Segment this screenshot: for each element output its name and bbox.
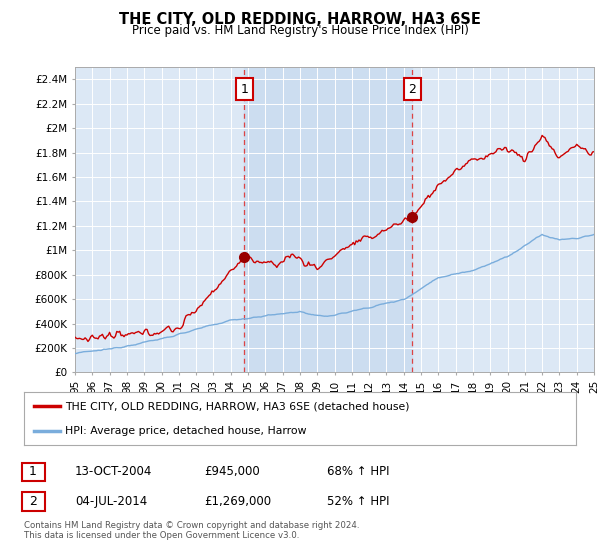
Text: Contains HM Land Registry data © Crown copyright and database right 2024.
This d: Contains HM Land Registry data © Crown c… — [24, 521, 359, 540]
Text: THE CITY, OLD REDDING, HARROW, HA3 6SE (detached house): THE CITY, OLD REDDING, HARROW, HA3 6SE (… — [65, 402, 410, 412]
Text: 52% ↑ HPI: 52% ↑ HPI — [327, 494, 389, 508]
Text: 13-OCT-2004: 13-OCT-2004 — [75, 465, 152, 478]
Text: 1: 1 — [29, 465, 37, 478]
Text: THE CITY, OLD REDDING, HARROW, HA3 6SE: THE CITY, OLD REDDING, HARROW, HA3 6SE — [119, 12, 481, 27]
Text: 1: 1 — [241, 83, 248, 96]
Text: 04-JUL-2014: 04-JUL-2014 — [75, 494, 147, 508]
Text: Price paid vs. HM Land Registry's House Price Index (HPI): Price paid vs. HM Land Registry's House … — [131, 24, 469, 36]
Text: £945,000: £945,000 — [204, 465, 260, 478]
Bar — [244, 67, 412, 372]
Text: £1,269,000: £1,269,000 — [204, 494, 271, 508]
Text: 68% ↑ HPI: 68% ↑ HPI — [327, 465, 389, 478]
Text: 2: 2 — [29, 494, 37, 508]
Text: HPI: Average price, detached house, Harrow: HPI: Average price, detached house, Harr… — [65, 426, 307, 436]
Text: 2: 2 — [409, 83, 416, 96]
